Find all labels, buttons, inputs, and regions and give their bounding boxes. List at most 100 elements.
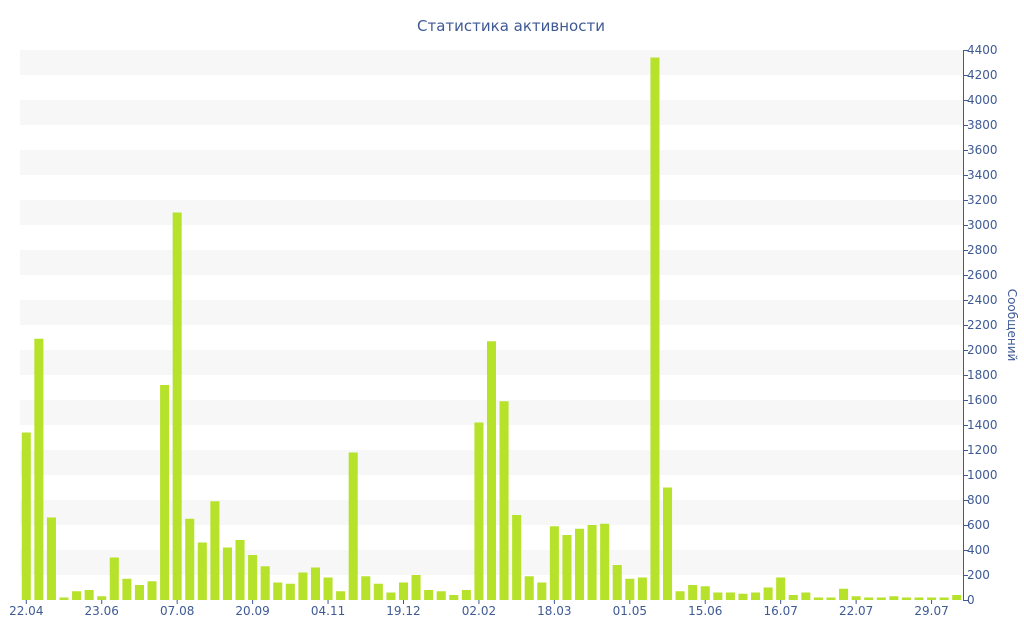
- y-tick-label: 2000: [967, 343, 998, 357]
- bar: [549, 526, 559, 600]
- bar: [876, 597, 886, 600]
- x-tick-label: 22.07: [839, 604, 873, 618]
- bar: [625, 578, 635, 600]
- bar: [839, 588, 849, 600]
- y-tick-label: 3200: [967, 193, 998, 207]
- bar: [84, 590, 94, 600]
- bar: [386, 592, 396, 600]
- bar: [738, 593, 748, 600]
- bar: [361, 576, 371, 600]
- grid-band: [20, 250, 963, 275]
- bar: [298, 572, 308, 600]
- y-tick-label: 400: [967, 543, 990, 557]
- bar: [210, 501, 220, 600]
- bar: [587, 525, 597, 600]
- bar: [486, 341, 497, 600]
- y-tick-label: 1200: [967, 443, 998, 457]
- bar: [285, 583, 295, 600]
- bar: [499, 401, 509, 600]
- bar: [97, 596, 107, 600]
- bar: [851, 596, 861, 600]
- bar: [185, 518, 195, 600]
- x-tick-label: 02.02: [462, 604, 496, 618]
- bar: [424, 590, 434, 600]
- bar: [927, 597, 937, 600]
- bars-series: [21, 57, 962, 600]
- bar: [461, 590, 471, 600]
- bar: [474, 422, 484, 600]
- bar: [537, 582, 547, 600]
- bar: [864, 597, 874, 600]
- bar: [197, 542, 207, 600]
- bar: [650, 57, 660, 600]
- bar: [826, 597, 836, 600]
- bar: [348, 452, 358, 600]
- bar: [323, 577, 333, 600]
- y-tick-label: 1800: [967, 368, 998, 382]
- bar: [172, 212, 182, 600]
- x-tick-label: 22.04: [9, 604, 43, 618]
- x-axis-ticks: 22.04 23.06 07.08 20.09 04.11 19.12 02.02 18.03…: [9, 600, 949, 618]
- bar: [612, 565, 622, 600]
- bar: [436, 591, 446, 600]
- bar: [688, 585, 698, 600]
- grid-band: [20, 200, 963, 225]
- y-tick-label: 1600: [967, 393, 998, 407]
- bar: [788, 595, 798, 600]
- bar: [59, 597, 69, 600]
- y-tick-label: 3600: [967, 143, 998, 157]
- bar: [336, 591, 346, 600]
- grid-band: [20, 50, 963, 75]
- bar: [147, 581, 157, 600]
- grid-band: [20, 150, 963, 175]
- bar: [109, 557, 119, 600]
- bar: [273, 582, 283, 600]
- x-tick-label: 04.11: [311, 604, 345, 618]
- y-tick-label: 2800: [967, 243, 998, 257]
- bar: [901, 597, 911, 600]
- x-tick-label: 01.05: [613, 604, 647, 618]
- bar: [21, 432, 31, 600]
- bar: [248, 555, 258, 600]
- bar: [763, 587, 773, 600]
- bar: [122, 578, 132, 600]
- bar: [449, 595, 459, 600]
- y-tick-label: 0: [967, 593, 975, 607]
- bar: [713, 592, 723, 600]
- bar: [889, 596, 899, 600]
- y-tick-label: 3800: [967, 118, 998, 132]
- bar: [776, 577, 786, 600]
- y-tick-label: 800: [967, 493, 990, 507]
- x-tick-label: 07.08: [160, 604, 194, 618]
- y-tick-label: 1400: [967, 418, 998, 432]
- bar: [398, 582, 409, 600]
- bar: [524, 576, 534, 600]
- bar: [160, 385, 170, 600]
- x-tick-label: 16.07: [764, 604, 798, 618]
- bar: [725, 592, 735, 600]
- y-tick-label: 4400: [967, 43, 998, 57]
- x-tick-label: 29.07: [914, 604, 948, 618]
- bar: [34, 338, 44, 600]
- bar: [813, 597, 823, 600]
- bar: [914, 597, 924, 600]
- grid-band: [20, 100, 963, 125]
- bar: [373, 583, 383, 600]
- x-tick-label: 20.09: [235, 604, 269, 618]
- bar: [222, 547, 232, 600]
- y-tick-label: 1000: [967, 468, 998, 482]
- y-axis-ticks: 0 200 400 600 800 1000 1200 1400 1600 1800 2000 220…: [963, 43, 998, 607]
- x-tick-label: 15.06: [688, 604, 722, 618]
- x-tick-label: 19.12: [386, 604, 420, 618]
- y-tick-label: 200: [967, 568, 990, 582]
- bar: [600, 523, 610, 600]
- bar: [46, 517, 56, 600]
- bar: [675, 591, 685, 600]
- bar: [512, 515, 522, 600]
- chart-title: Статистика активности: [417, 17, 605, 35]
- y-tick-label: 2200: [967, 318, 998, 332]
- bar: [411, 575, 421, 600]
- y-tick-label: 600: [967, 518, 990, 532]
